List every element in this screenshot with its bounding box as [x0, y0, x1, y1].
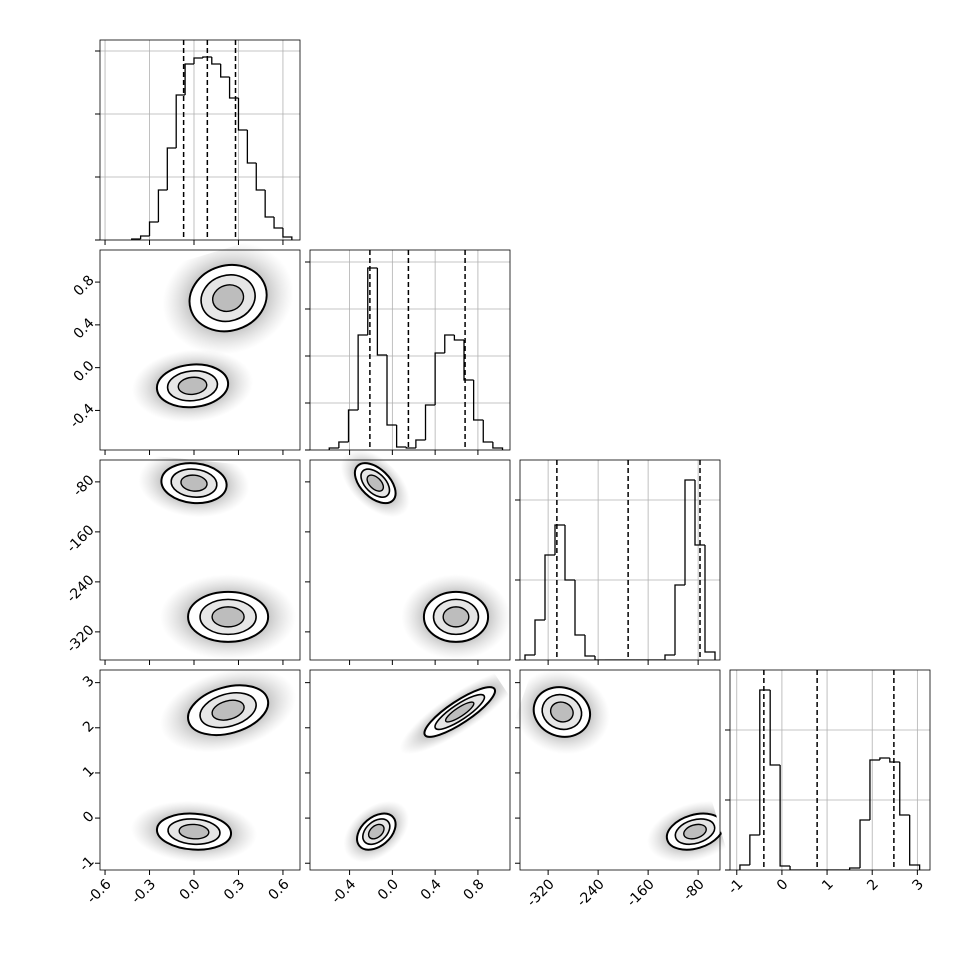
- histogram-bin: [376, 268, 388, 356]
- histogram-bin: [909, 815, 921, 870]
- panel-frame: [519, 459, 721, 661]
- histogram-panel: [515, 459, 721, 661]
- histogram-bin: [202, 56, 212, 58]
- histogram-bin: [405, 447, 416, 449]
- histogram-bin: [534, 619, 545, 655]
- histogram-bin: [674, 584, 685, 655]
- histogram-panel: [725, 669, 931, 871]
- histogram-bin: [704, 545, 716, 660]
- histogram-bin: [444, 334, 455, 353]
- histogram-bin: [482, 420, 493, 443]
- histogram-bin: [492, 442, 504, 450]
- panel-frame: [309, 669, 511, 871]
- histogram-bin: [554, 524, 565, 555]
- histogram-bin: [415, 439, 426, 448]
- histogram-bin: [184, 63, 194, 95]
- histogram-bin: [328, 447, 339, 450]
- histogram-bin: [255, 163, 266, 191]
- panel-frame: [519, 669, 721, 871]
- histogram-bin: [899, 762, 910, 816]
- panel-frame: [99, 39, 301, 241]
- histogram-bin: [544, 554, 555, 620]
- contour: [180, 474, 208, 492]
- histogram-bin: [574, 580, 585, 636]
- histogram-bin: [347, 409, 359, 442]
- contour: [683, 823, 707, 840]
- histogram-bin: [779, 765, 791, 867]
- panel-frame: [309, 249, 511, 451]
- histogram-bin: [463, 340, 474, 381]
- pair-panel: -0.40.00.40.8: [67, 241, 301, 451]
- histogram-bin: [524, 654, 535, 660]
- histogram-bin: [424, 404, 436, 440]
- histogram-bin: [564, 525, 575, 581]
- histogram-bin: [395, 425, 407, 448]
- histogram-bin: [869, 759, 880, 820]
- histogram-bin: [472, 380, 484, 421]
- pair-panel: [305, 669, 520, 871]
- histogram-bin: [157, 189, 168, 222]
- histogram-bin: [584, 635, 595, 657]
- histogram-bin: [749, 834, 760, 865]
- histogram-bin: [273, 217, 283, 229]
- histogram-bin: [684, 479, 695, 585]
- histogram-bin: [211, 57, 221, 65]
- panel-frame: [99, 249, 301, 451]
- contour: [366, 474, 385, 492]
- contour: [178, 823, 210, 840]
- histogram-bin: [246, 130, 257, 164]
- contour: [442, 606, 470, 628]
- histogram-bin: [434, 352, 445, 405]
- histogram-bin: [175, 94, 186, 148]
- histogram-bin: [694, 480, 705, 546]
- contour: [211, 699, 245, 721]
- histogram-bin: [237, 98, 248, 131]
- histogram-bin: [148, 221, 159, 236]
- histogram-bin: [166, 147, 177, 190]
- panel-frame: [99, 459, 301, 661]
- histogram-bin: [769, 690, 781, 766]
- histogram-bin: [879, 757, 890, 760]
- histogram-panel: [305, 249, 511, 451]
- histogram-bin: [264, 190, 275, 218]
- contour: [444, 701, 475, 723]
- contour: [211, 606, 245, 628]
- histogram-bin: [859, 819, 870, 868]
- pair-panel: -320-240-160-80: [64, 451, 301, 661]
- histogram-bin: [789, 866, 800, 870]
- panel-frame: [729, 669, 931, 871]
- histogram-bin: [193, 57, 203, 64]
- pair-panel: [305, 449, 511, 661]
- histogram-bin: [664, 654, 675, 660]
- histogram-panel: [95, 39, 301, 241]
- contour: [549, 701, 574, 723]
- panel-frame: [99, 669, 301, 871]
- histogram-bin: [739, 864, 750, 870]
- histogram-bin: [357, 334, 368, 410]
- histogram-bin: [889, 758, 900, 763]
- histogram-bin: [367, 267, 378, 335]
- histogram-bin: [453, 335, 465, 341]
- contour: [211, 284, 245, 313]
- contour: [367, 823, 385, 840]
- histogram-bin: [139, 235, 150, 239]
- panel-frame: [309, 459, 511, 661]
- histogram-bin: [848, 867, 861, 870]
- histogram-bin: [386, 355, 397, 426]
- histogram-bin: [282, 228, 293, 240]
- histogram-bin: [594, 656, 605, 660]
- histogram-bin: [220, 64, 230, 78]
- histogram-bin: [338, 441, 349, 448]
- histogram-bin: [759, 689, 771, 835]
- contour: [177, 376, 208, 396]
